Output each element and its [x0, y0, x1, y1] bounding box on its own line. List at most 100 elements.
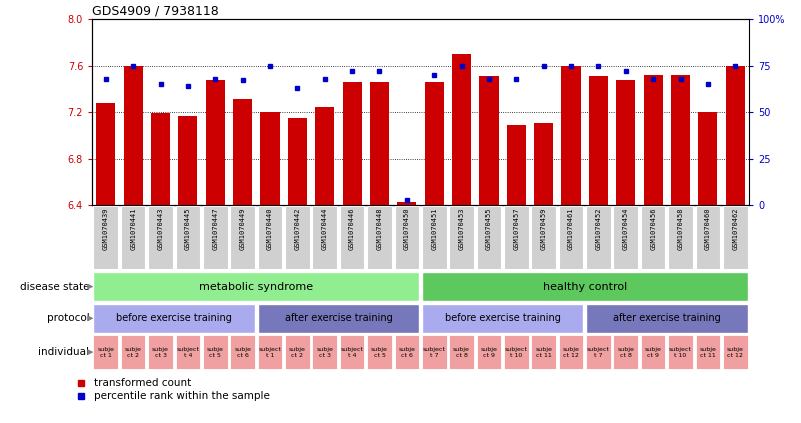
- FancyBboxPatch shape: [422, 335, 446, 369]
- Text: GSM1070440: GSM1070440: [267, 208, 273, 250]
- Text: GSM1070452: GSM1070452: [595, 208, 602, 250]
- FancyBboxPatch shape: [258, 335, 282, 369]
- Text: subje
ct 11: subje ct 11: [535, 347, 552, 357]
- FancyBboxPatch shape: [477, 206, 501, 269]
- FancyBboxPatch shape: [614, 335, 638, 369]
- Text: subje
ct 6: subje ct 6: [234, 347, 251, 357]
- Text: GSM1070445: GSM1070445: [185, 208, 191, 250]
- Text: GSM1070461: GSM1070461: [568, 208, 574, 250]
- Text: GSM1070459: GSM1070459: [541, 208, 546, 250]
- FancyBboxPatch shape: [340, 206, 364, 269]
- Text: GSM1070444: GSM1070444: [322, 208, 328, 250]
- Text: before exercise training: before exercise training: [116, 313, 232, 323]
- Text: subje
ct 3: subje ct 3: [152, 347, 169, 357]
- Text: subject
t 7: subject t 7: [587, 347, 610, 357]
- Text: percentile rank within the sample: percentile rank within the sample: [94, 391, 270, 401]
- Text: metabolic syndrome: metabolic syndrome: [199, 282, 313, 291]
- Text: subje
ct 2: subje ct 2: [125, 347, 142, 357]
- FancyBboxPatch shape: [148, 335, 173, 369]
- Text: after exercise training: after exercise training: [613, 313, 721, 323]
- FancyBboxPatch shape: [203, 335, 227, 369]
- Text: subject
t 1: subject t 1: [259, 347, 281, 357]
- Text: GSM1070446: GSM1070446: [349, 208, 355, 250]
- Text: subje
ct 12: subje ct 12: [562, 347, 579, 357]
- FancyBboxPatch shape: [367, 335, 392, 369]
- Text: GSM1070443: GSM1070443: [158, 208, 163, 250]
- FancyBboxPatch shape: [367, 206, 392, 269]
- FancyBboxPatch shape: [723, 206, 747, 269]
- FancyBboxPatch shape: [723, 335, 747, 369]
- Text: subje
ct 6: subje ct 6: [398, 347, 415, 357]
- Text: GSM1070454: GSM1070454: [623, 208, 629, 250]
- FancyBboxPatch shape: [94, 335, 118, 369]
- Text: subje
ct 9: subje ct 9: [645, 347, 662, 357]
- Bar: [288, 118, 307, 205]
- Text: subject
t 10: subject t 10: [505, 347, 528, 357]
- FancyBboxPatch shape: [449, 206, 474, 269]
- Text: subje
ct 8: subje ct 8: [453, 347, 470, 357]
- FancyBboxPatch shape: [175, 206, 200, 269]
- FancyBboxPatch shape: [559, 206, 583, 269]
- FancyBboxPatch shape: [285, 206, 310, 269]
- FancyBboxPatch shape: [559, 335, 583, 369]
- Bar: [315, 107, 334, 205]
- FancyBboxPatch shape: [668, 335, 693, 369]
- FancyBboxPatch shape: [258, 304, 419, 332]
- Bar: [507, 125, 526, 205]
- Text: subje
ct 2: subje ct 2: [289, 347, 306, 357]
- Text: GSM1070451: GSM1070451: [431, 208, 437, 250]
- FancyBboxPatch shape: [449, 335, 474, 369]
- Bar: [534, 123, 553, 205]
- FancyBboxPatch shape: [231, 335, 255, 369]
- Bar: [479, 76, 498, 205]
- Text: GSM1070460: GSM1070460: [705, 208, 710, 250]
- FancyBboxPatch shape: [395, 206, 419, 269]
- FancyBboxPatch shape: [422, 272, 747, 301]
- FancyBboxPatch shape: [531, 335, 556, 369]
- Text: before exercise training: before exercise training: [445, 313, 561, 323]
- FancyBboxPatch shape: [285, 335, 310, 369]
- FancyBboxPatch shape: [586, 206, 610, 269]
- FancyBboxPatch shape: [203, 206, 227, 269]
- Bar: [562, 66, 581, 205]
- Text: subje
ct 5: subje ct 5: [371, 347, 388, 357]
- Bar: [726, 66, 745, 205]
- FancyBboxPatch shape: [477, 335, 501, 369]
- Text: GSM1070453: GSM1070453: [459, 208, 465, 250]
- FancyBboxPatch shape: [695, 335, 720, 369]
- Text: GSM1070439: GSM1070439: [103, 208, 109, 250]
- FancyBboxPatch shape: [148, 206, 173, 269]
- Text: protocol: protocol: [46, 313, 90, 323]
- Text: subje
ct 3: subje ct 3: [316, 347, 333, 357]
- Text: subje
ct 9: subje ct 9: [481, 347, 497, 357]
- Text: GSM1070442: GSM1070442: [295, 208, 300, 250]
- FancyBboxPatch shape: [94, 272, 419, 301]
- Text: subje
ct 8: subje ct 8: [618, 347, 634, 357]
- Text: GSM1070457: GSM1070457: [513, 208, 519, 250]
- FancyBboxPatch shape: [614, 206, 638, 269]
- Text: GSM1070441: GSM1070441: [131, 208, 136, 250]
- Text: transformed count: transformed count: [94, 378, 191, 387]
- FancyBboxPatch shape: [422, 206, 446, 269]
- FancyBboxPatch shape: [258, 206, 282, 269]
- Bar: [206, 80, 225, 205]
- FancyBboxPatch shape: [231, 206, 255, 269]
- FancyBboxPatch shape: [504, 206, 529, 269]
- FancyBboxPatch shape: [312, 206, 337, 269]
- FancyBboxPatch shape: [94, 304, 255, 332]
- Text: GSM1070448: GSM1070448: [376, 208, 382, 250]
- FancyBboxPatch shape: [121, 335, 146, 369]
- FancyBboxPatch shape: [586, 304, 747, 332]
- Bar: [671, 75, 690, 205]
- Bar: [452, 54, 471, 205]
- Text: GSM1070447: GSM1070447: [212, 208, 218, 250]
- FancyBboxPatch shape: [668, 206, 693, 269]
- Bar: [151, 113, 170, 205]
- Text: subje
ct 12: subje ct 12: [727, 347, 743, 357]
- Text: disease state: disease state: [20, 282, 90, 291]
- Text: subject
t 7: subject t 7: [423, 347, 445, 357]
- FancyBboxPatch shape: [531, 206, 556, 269]
- FancyBboxPatch shape: [586, 335, 610, 369]
- Text: subje
ct 1: subje ct 1: [98, 347, 115, 357]
- FancyBboxPatch shape: [121, 206, 146, 269]
